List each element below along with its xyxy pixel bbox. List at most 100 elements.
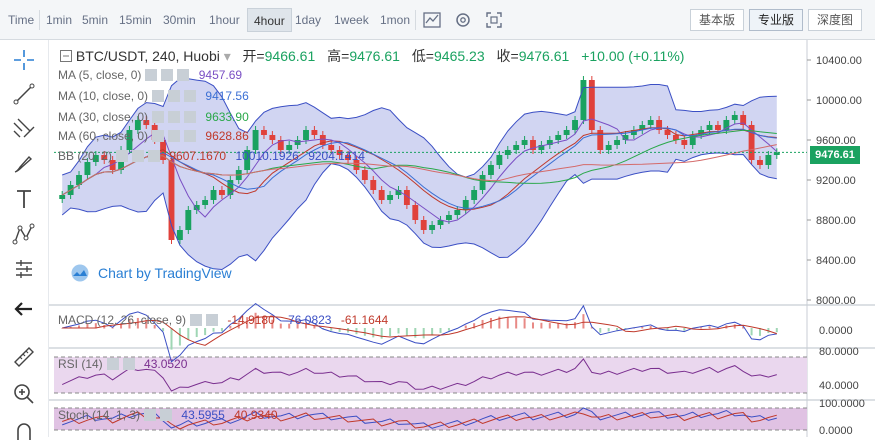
ma5-legend[interactable]: MA (5, close, 0) 9457.69 <box>58 68 242 82</box>
candle-body <box>630 130 637 135</box>
stoch-band <box>54 408 807 430</box>
close-icon[interactable] <box>148 150 161 162</box>
price-chart[interactable]: 10400.00 10000.00 9600.00 9200.00 8800.00 840… <box>49 40 875 437</box>
depth-chart-button[interactable]: 深度图 <box>808 9 863 31</box>
macd-histogram-bar <box>708 326 711 329</box>
macd-histogram-bar <box>212 328 215 332</box>
eye-icon[interactable] <box>190 314 203 326</box>
candle-body <box>597 130 604 150</box>
candle-body <box>202 200 209 205</box>
eye-icon[interactable] <box>144 409 157 421</box>
candle-body <box>672 135 679 140</box>
tf-1week[interactable]: 1week <box>334 13 369 27</box>
tf-1day[interactable]: 1day <box>295 13 322 27</box>
fullscreen-icon[interactable] <box>484 10 504 30</box>
basic-version-button[interactable]: 基本版 <box>690 9 745 31</box>
back-arrow-icon[interactable] <box>10 295 38 323</box>
candle-body <box>605 145 612 150</box>
fib-tool-icon[interactable] <box>10 115 38 143</box>
macd-histogram-bar <box>742 326 745 329</box>
brush-icon[interactable] <box>10 150 38 178</box>
timeframe-toolbar: Time 1min 5min 15min 30min 1hour 4hour 1… <box>0 0 875 40</box>
crosshair-icon[interactable] <box>10 46 38 74</box>
candle-body <box>555 135 562 140</box>
eye-icon[interactable] <box>152 90 165 102</box>
close-icon[interactable] <box>184 90 197 102</box>
ma10-label: MA (10, close, 0) <box>58 89 149 103</box>
price-tick-label: 8800.00 <box>816 215 856 227</box>
text-tool-icon[interactable] <box>10 185 38 213</box>
tradingview-watermark[interactable]: Chart by TradingView <box>68 264 232 284</box>
macd-legend[interactable]: MACD (12, 26, close, 9) -14.9180 -76.082… <box>58 313 388 327</box>
rsi-tick-label: 40.0000 <box>819 380 859 392</box>
settings-icon[interactable] <box>160 409 173 421</box>
eye-icon[interactable] <box>106 358 119 370</box>
pro-version-button[interactable]: 专业版 <box>749 9 804 31</box>
stoch-legend[interactable]: Stoch (14, 1, 3) 43.5955 40.9340 <box>58 408 278 422</box>
candle-body <box>563 130 570 135</box>
candle-body <box>420 220 427 230</box>
bb-legend[interactable]: BB (20, 2) 9607.1670 10010.1926 9204.141… <box>58 149 365 163</box>
settings-icon[interactable] <box>206 314 219 326</box>
close-icon[interactable] <box>184 111 197 123</box>
candle-body <box>76 175 82 185</box>
tf-30min[interactable]: 30min <box>163 13 196 27</box>
macd-histogram-bar <box>422 328 425 339</box>
settings-icon[interactable] <box>168 90 181 102</box>
price-tick-label: 8000.00 <box>816 295 856 307</box>
ohlc-legend: BTC/USDT, 240, Huobi ▾ 开=9466.61 高=9476.… <box>60 46 692 68</box>
rsi-value: 43.0520 <box>144 357 188 371</box>
settings-icon[interactable] <box>168 111 181 123</box>
candle-body <box>748 125 755 160</box>
ma10-legend[interactable]: MA (10, close, 0) 9417.56 <box>58 89 249 103</box>
tf-1hour[interactable]: 1hour <box>209 13 240 27</box>
ma60-legend[interactable]: MA (60, close, 0) 9628.86 <box>58 129 249 143</box>
macd-histogram-bar <box>531 322 534 329</box>
candle-body <box>530 140 536 150</box>
macd-label: MACD (12, 26, close, 9) <box>58 313 187 327</box>
candle-body <box>462 200 469 210</box>
trend-line-icon[interactable] <box>10 80 38 108</box>
prediction-tool-icon[interactable] <box>10 255 38 283</box>
zoom-in-icon[interactable] <box>10 380 38 408</box>
macd-histogram-bar <box>262 316 265 329</box>
symbol-dropdown-icon[interactable]: ▾ <box>223 48 231 64</box>
rsi-legend[interactable]: RSI (14) 43.0520 <box>58 357 187 371</box>
macd-histogram-bar <box>607 328 610 332</box>
candle-body <box>59 195 66 199</box>
collapse-icon[interactable] <box>60 50 72 62</box>
settings-icon[interactable] <box>122 358 135 370</box>
eye-icon[interactable] <box>152 130 165 142</box>
eye-icon[interactable] <box>152 111 165 123</box>
chart-type-icon[interactable] <box>422 10 442 30</box>
candle-body <box>286 145 293 150</box>
settings-icon[interactable] <box>132 150 145 162</box>
macd-histogram-bar <box>498 316 501 329</box>
close-icon[interactable] <box>177 69 190 81</box>
candle-body <box>244 150 251 170</box>
tf-1mon[interactable]: 1mon <box>380 13 411 27</box>
settings-icon[interactable] <box>453 10 473 30</box>
macd-histogram-bar <box>145 320 148 329</box>
measure-ruler-icon[interactable] <box>10 343 38 371</box>
tf-time[interactable]: Time <box>8 13 35 27</box>
settings-icon[interactable] <box>161 69 174 81</box>
macd-histogram-bar <box>489 318 492 329</box>
magnet-icon[interactable] <box>10 418 38 446</box>
stoch-d-value: 40.9340 <box>234 408 278 422</box>
tf-4hour[interactable]: 4hour <box>247 8 292 32</box>
macd-histogram-bar <box>439 328 442 333</box>
pattern-tool-icon[interactable] <box>10 220 38 248</box>
macd-histogram-bar <box>733 324 736 329</box>
macd-histogram-bar <box>204 328 207 336</box>
eye-icon[interactable] <box>145 69 158 81</box>
eye-icon[interactable] <box>116 150 129 162</box>
tf-15min[interactable]: 15min <box>119 13 152 27</box>
close-icon[interactable] <box>184 130 197 142</box>
tf-5min[interactable]: 5min <box>82 13 109 27</box>
macd-histogram-bar <box>557 323 560 329</box>
macd-histogram-bar <box>372 328 375 338</box>
ma30-legend[interactable]: MA (30, close, 0) 9633.90 <box>58 110 249 124</box>
settings-icon[interactable] <box>168 130 181 142</box>
tf-1min[interactable]: 1min <box>46 13 73 27</box>
